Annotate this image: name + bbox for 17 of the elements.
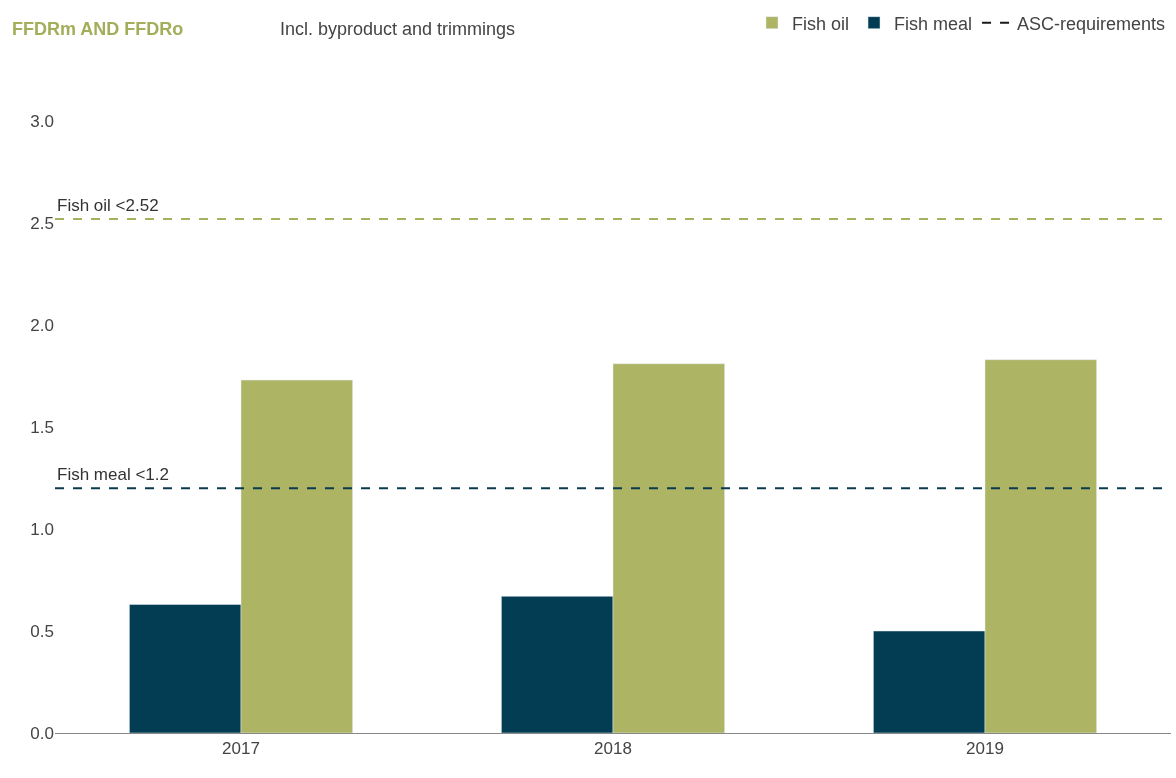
- y-tick-label: 1.0: [30, 519, 54, 539]
- x-tick-label: 2019: [966, 739, 1004, 759]
- ref-line-label: Fish oil <2.52: [57, 196, 159, 215]
- x-tick-label: 2017: [222, 739, 260, 759]
- chart-title: FFDRm AND FFDRo: [12, 19, 184, 39]
- y-tick-label: 2.0: [30, 315, 54, 335]
- chart-subtitle: Incl. byproduct and trimmings: [280, 19, 516, 39]
- legend-label: Fish meal: [894, 13, 973, 34]
- text: ASC-requirements: [1017, 13, 1166, 34]
- ref-line-label: Fish meal <1.2: [57, 465, 169, 484]
- y-tick-label: 0.0: [30, 723, 54, 743]
- y-tick-label: 3.0: [30, 111, 54, 131]
- x-tick-label: 2018: [594, 739, 632, 759]
- y-tick-label: 1.5: [30, 417, 54, 437]
- y-tick-label: 2.5: [30, 213, 54, 233]
- y-tick-label: 0.5: [30, 621, 54, 641]
- legend-label: Fish oil: [792, 13, 850, 34]
